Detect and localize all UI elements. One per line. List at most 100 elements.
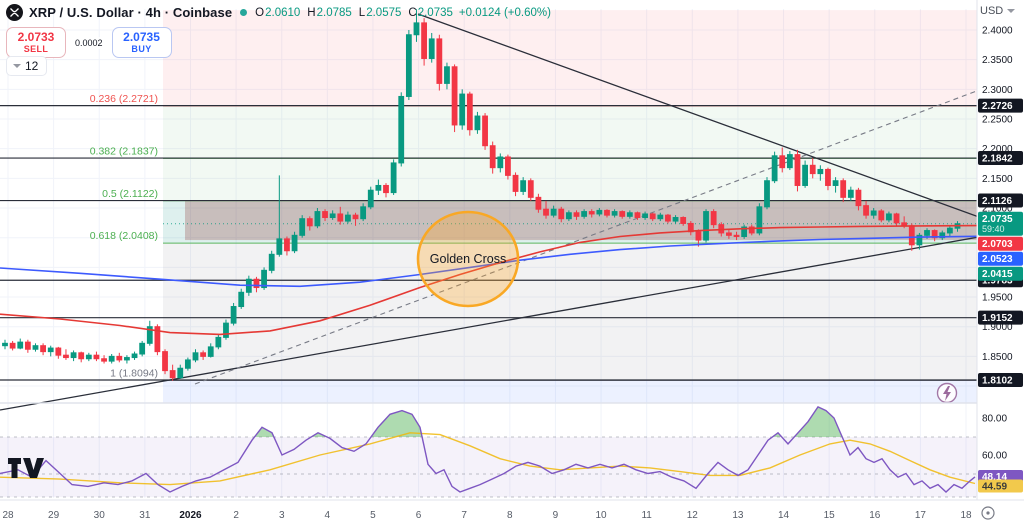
candle-body xyxy=(840,180,847,198)
ma-fast-line xyxy=(0,224,977,336)
price-change: +0.0124 (+0.60%) xyxy=(458,6,551,19)
time-axis-label: 29 xyxy=(48,510,60,521)
candle-body xyxy=(847,189,854,198)
ohlc-pair: O2.0610 xyxy=(255,6,301,19)
time-axis-label: 16 xyxy=(869,510,881,521)
rsi-badge xyxy=(978,479,1023,493)
candle-body xyxy=(825,168,831,186)
ohlc-pair: C2.0735 xyxy=(408,6,453,19)
candle-body xyxy=(70,352,77,359)
fib-zone xyxy=(163,10,977,106)
price-axis-label: 2.2500 xyxy=(982,115,1013,126)
time-axis-label: 28 xyxy=(2,510,14,521)
rsi-pane[interactable] xyxy=(0,402,1024,498)
chevron-down-icon xyxy=(1007,9,1016,13)
candle-body xyxy=(802,164,809,186)
price-badge-label: 2.0703 xyxy=(982,239,1013,250)
sell-label: SELL xyxy=(23,44,49,54)
time-axis-label: 4 xyxy=(325,510,331,521)
candle-body xyxy=(733,234,740,238)
symbol-title[interactable]: XRP / U.S. Dollar · 4h · Coinbase xyxy=(29,5,233,20)
candle-body xyxy=(649,213,656,220)
price-badge xyxy=(978,193,1023,208)
candle-body xyxy=(695,231,702,241)
candle-body xyxy=(184,359,191,369)
golden-cross-circle xyxy=(416,210,520,308)
buy-button[interactable]: 2.0735 BUY xyxy=(111,27,172,58)
price-badge-label: 1.9152 xyxy=(982,313,1013,324)
candle-body xyxy=(314,211,321,227)
candle-body xyxy=(116,355,123,361)
candle-body xyxy=(786,154,793,169)
price-badge-label: 2.1842 xyxy=(982,154,1013,165)
price-badge-label: 2.0415 xyxy=(982,269,1013,280)
currency-dropdown[interactable]: USD xyxy=(980,5,1016,17)
price-badge xyxy=(978,372,1023,387)
candle-body xyxy=(17,341,24,349)
candle-body xyxy=(154,326,161,353)
time-axis-label: 2 xyxy=(233,510,239,521)
candle-body xyxy=(657,214,664,220)
fib-label: 1 (1.8094) xyxy=(110,367,158,379)
tradingview-logo[interactable] xyxy=(8,458,44,478)
price-badge xyxy=(978,310,1023,325)
candle-body xyxy=(428,38,435,59)
candle-body xyxy=(505,156,511,176)
price-badge-label: 2.1126 xyxy=(982,196,1012,207)
candle-body xyxy=(916,234,923,246)
candle-body xyxy=(93,354,100,360)
candle-body xyxy=(672,217,679,222)
candle-body xyxy=(108,355,115,362)
fib-zone xyxy=(163,158,977,201)
price-axis-label: 1.9500 xyxy=(982,293,1013,304)
rsi-line xyxy=(0,406,976,493)
xrp-logo-icon[interactable] xyxy=(6,4,23,21)
candle-body xyxy=(32,345,39,350)
axis-settings-button[interactable] xyxy=(981,506,995,520)
candle-body xyxy=(924,230,930,236)
candle-body xyxy=(177,367,184,379)
candle-body xyxy=(383,184,389,194)
candle-body xyxy=(139,342,146,355)
price-badge-label: 2.0735 xyxy=(982,214,1013,225)
price-pane[interactable]: 0.236 (2.2721) 0.382 (2.1837) 0.5 (2.1122)… xyxy=(0,9,990,498)
time-axis-label: 10 xyxy=(595,510,607,521)
candles-count-value: 12 xyxy=(25,59,39,73)
candle-body xyxy=(489,145,496,169)
candle-body xyxy=(223,322,229,338)
ma-slow-line xyxy=(0,235,977,288)
candle-body xyxy=(352,214,359,220)
candle-body xyxy=(47,347,54,353)
buy-price: 2.0735 xyxy=(123,30,160,44)
time-axis-bg xyxy=(0,500,1024,527)
candle-body xyxy=(215,336,222,348)
time-axis[interactable]: 28 29 30 31 2026 2 3 4 5 6 7 8 9 10 11 12 13 14 15 16 17 18 xyxy=(0,499,1024,527)
candles-count-selector[interactable]: 12 xyxy=(6,56,48,76)
price-badge xyxy=(978,151,1023,166)
lightning-bolt-icon xyxy=(943,386,951,401)
price-axis-label: 2.4000 xyxy=(982,26,1013,37)
time-axis-label: 6 xyxy=(416,510,422,521)
fib-zone xyxy=(163,105,977,159)
price-badge-label: 2.0523 xyxy=(982,254,1013,265)
candle-body xyxy=(741,226,748,238)
buy-label: BUY xyxy=(131,44,152,54)
candle-body xyxy=(230,306,237,324)
time-axis-label: 30 xyxy=(94,510,106,521)
lightning-button[interactable] xyxy=(936,382,958,404)
tv-logo-glyph xyxy=(23,458,44,478)
ohlc-values: O2.0610 H2.0785 L2.0575 C2.0735 xyxy=(255,7,453,19)
sell-button[interactable]: 2.0733 SELL xyxy=(6,27,66,58)
rsi-ma-line xyxy=(0,432,976,486)
candle-body xyxy=(169,370,176,379)
price-axis-label: 2.1500 xyxy=(982,174,1013,185)
candle-body xyxy=(581,211,588,217)
candle-body xyxy=(9,342,16,349)
price-axis[interactable]: 2.4000 2.3500 2.3000 2.2500 2.2000 2.1500 2.10… xyxy=(976,0,1024,527)
candle-body xyxy=(276,238,283,255)
candle-body xyxy=(284,238,290,252)
time-axis-label: 15 xyxy=(824,510,836,521)
price-axis-label: 2.1000 xyxy=(982,204,1013,215)
candle-body xyxy=(200,352,207,357)
